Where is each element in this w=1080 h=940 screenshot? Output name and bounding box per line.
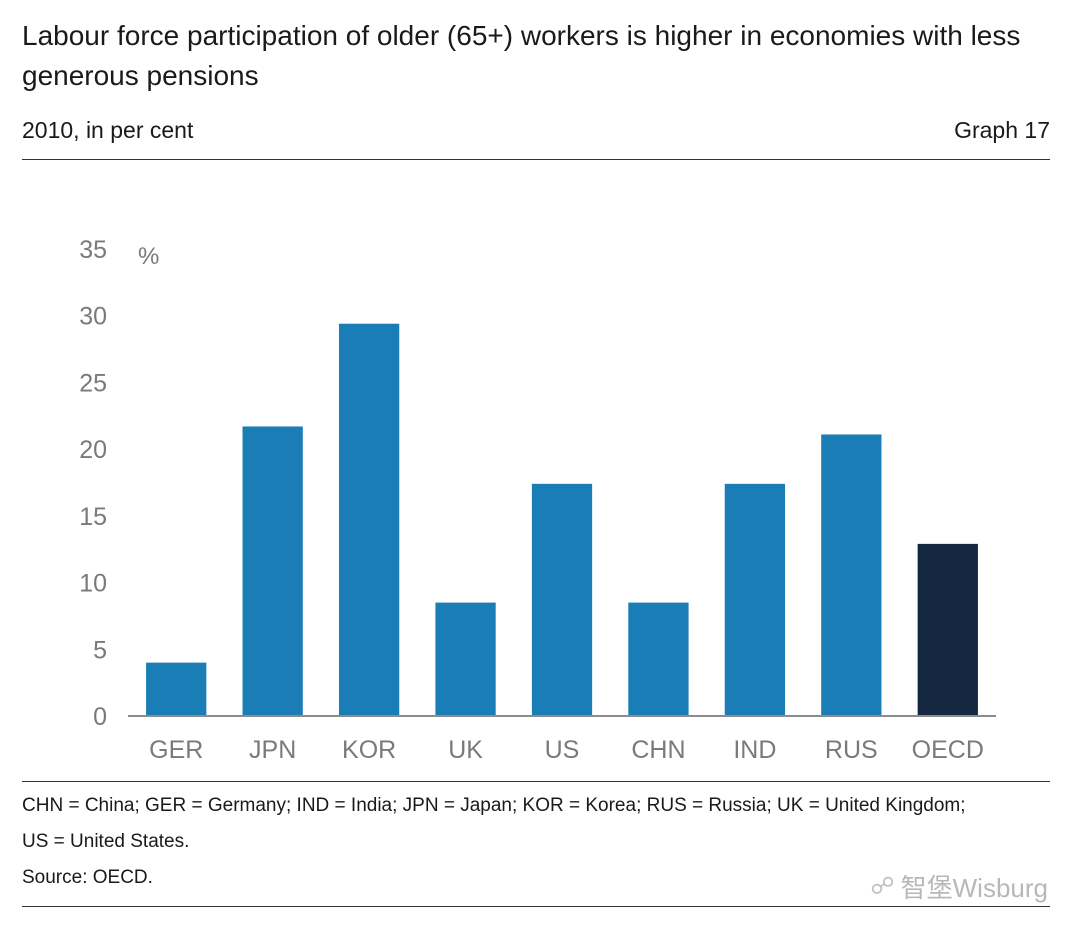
- x-tick-label-oecd: OECD: [912, 736, 984, 764]
- x-tick-label-rus: RUS: [825, 736, 878, 764]
- wechat-icon: ☍: [870, 873, 895, 900]
- x-axis-labels: GER JPN KOR UK US CHN IND RUS OECD: [149, 736, 984, 764]
- y-axis-unit-label: %: [138, 243, 159, 270]
- bar-ind: [724, 483, 786, 716]
- watermark-text: 智堡Wisburg: [900, 873, 1048, 903]
- bars: [146, 323, 978, 716]
- y-tick-label: 15: [79, 503, 107, 531]
- notes-block: CHN = China; GER = Germany; IND = India;…: [22, 788, 1052, 896]
- x-tick-label-us: US: [545, 736, 580, 764]
- subtitle-row: 2010, in per cent Graph 17: [22, 112, 1050, 148]
- notes-divider: [22, 781, 1050, 782]
- x-tick-label-kor: KOR: [342, 736, 396, 764]
- bar-uk: [435, 602, 496, 716]
- x-tick-label-chn: CHN: [631, 736, 685, 764]
- x-tick-label-ger: GER: [149, 736, 203, 764]
- bar-chart: 0 5 10 15 20 25 30 35 % GER JPN KOR UK US CHN IND RUS O…: [79, 236, 996, 764]
- bar-jpn: [242, 426, 303, 716]
- y-tick-label: 35: [79, 236, 107, 264]
- source-note: Source: OECD.: [22, 867, 153, 888]
- x-tick-label-uk: UK: [448, 736, 483, 764]
- chart-title: Labour force participation of older (65+…: [22, 20, 1021, 91]
- bar-chn: [628, 602, 689, 716]
- abbreviation-notes-line-2: US = United States.: [22, 831, 190, 852]
- y-tick-label: 20: [79, 436, 107, 464]
- y-tick-label: 25: [79, 369, 107, 397]
- y-tick-label: 0: [93, 703, 107, 731]
- bar-us: [531, 483, 593, 716]
- y-tick-label: 30: [79, 303, 107, 331]
- y-axis-ticks: 0 5 10 15 20 25 30 35: [79, 236, 107, 731]
- bar-rus: [821, 434, 882, 716]
- chart-subtitle: 2010, in per cent: [22, 117, 194, 143]
- bar-kor: [338, 323, 400, 716]
- y-tick-label: 10: [79, 570, 107, 598]
- y-tick-label: 5: [93, 636, 107, 664]
- x-tick-label-jpn: JPN: [249, 736, 296, 764]
- graph-number: Graph 17: [954, 117, 1050, 143]
- footer-divider: [22, 906, 1050, 907]
- abbreviation-notes-line-1: CHN = China; GER = Germany; IND = India;…: [22, 795, 966, 816]
- bar-oecd: [917, 543, 978, 716]
- watermark: ☍ 智堡Wisburg: [870, 868, 1048, 905]
- bar-ger: [146, 662, 207, 716]
- header-divider: [22, 159, 1050, 160]
- x-tick-label-ind: IND: [733, 736, 776, 764]
